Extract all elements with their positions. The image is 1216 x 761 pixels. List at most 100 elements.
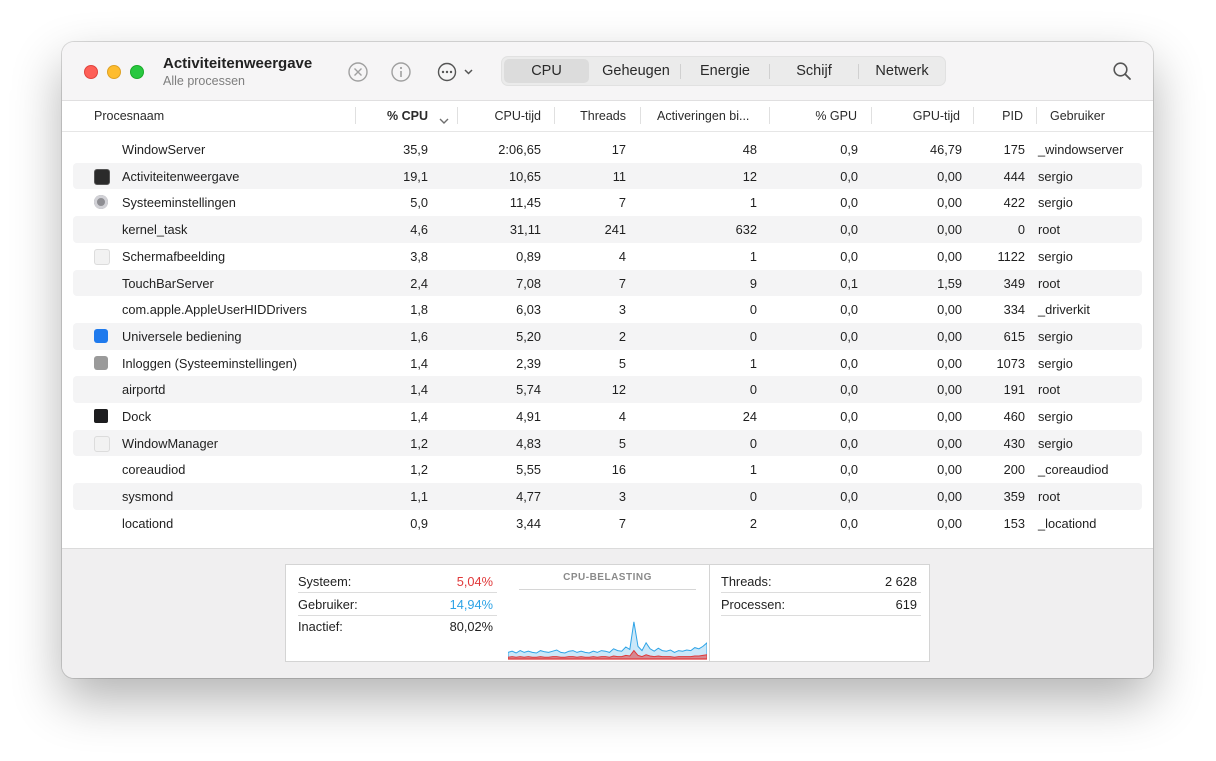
threads-value: 2 628 xyxy=(884,574,917,589)
column-header-pid[interactable]: PID xyxy=(1002,109,1023,123)
process-pid: 349 xyxy=(1003,275,1025,291)
process-user: sergio xyxy=(1038,168,1073,184)
cpu-load-graph xyxy=(508,621,707,660)
stop-process-button[interactable] xyxy=(347,61,369,83)
row-divider xyxy=(721,592,921,593)
table-row[interactable]: com.apple.AppleUserHIDDrivers 1,8 6,03 3 0 0,… xyxy=(73,296,1142,323)
column-header-user[interactable]: Gebruiker xyxy=(1050,109,1105,123)
accessibility-icon xyxy=(94,328,108,343)
process-pid: 615 xyxy=(1003,328,1025,344)
graph-divider xyxy=(519,589,696,590)
table-row[interactable]: WindowServer 35,9 2:06,65 17 48 0,9 46,79 175 _w… xyxy=(73,136,1142,163)
column-divider[interactable] xyxy=(640,107,641,124)
tab-geheugen[interactable]: Geheugen xyxy=(602,63,670,79)
process-gputime: 0,00 xyxy=(937,489,962,505)
table-row[interactable]: Universele bediening 1,6 5,20 2 0 0,0 0,00 615 s… xyxy=(73,322,1142,350)
search-button[interactable] xyxy=(1111,60,1133,82)
process-gpu: 0,0 xyxy=(840,355,858,371)
process-user: root xyxy=(1038,275,1061,291)
process-threads: 17 xyxy=(611,142,626,157)
sort-descending-icon[interactable] xyxy=(439,112,449,130)
process-wakeups: 1 xyxy=(749,248,757,264)
process-gputime: 0,00 xyxy=(937,462,962,478)
process-name: Activiteitenweergave xyxy=(122,168,240,184)
tab-schijf[interactable]: Schijf xyxy=(796,63,832,79)
process-pid: 444 xyxy=(1003,168,1025,184)
table-row[interactable]: Activiteitenweergave 19,1 10,65 11 12 0,0 0,00… xyxy=(73,162,1142,190)
process-threads: 3 xyxy=(618,489,626,505)
column-divider[interactable] xyxy=(871,107,872,124)
column-header-cpu-time[interactable]: CPU-tijd xyxy=(494,109,541,123)
process-pid: 0 xyxy=(1017,222,1025,238)
search-icon xyxy=(1111,62,1133,86)
generic-app-icon xyxy=(94,248,110,265)
column-divider[interactable] xyxy=(973,107,974,124)
tab-cpu[interactable]: CPU xyxy=(504,59,589,83)
process-pid: 334 xyxy=(1003,302,1025,318)
table-row[interactable]: WindowManager 1,2 4,83 5 0 0,0 0,00 430 sergio xyxy=(73,429,1142,457)
process-gputime: 0,00 xyxy=(937,222,962,238)
column-divider[interactable] xyxy=(457,107,458,124)
process-wakeups: 1 xyxy=(749,355,757,371)
process-cpu: 1,8 xyxy=(410,302,428,318)
table-row[interactable]: Dock 1,4 4,91 4 24 0,0 0,00 460 sergio xyxy=(73,403,1142,430)
system-settings-icon xyxy=(94,195,108,210)
process-gpu: 0,1 xyxy=(840,275,858,291)
process-cputime: 2:06,65 xyxy=(498,142,541,157)
column-divider[interactable] xyxy=(355,107,356,124)
process-user: _driverkit xyxy=(1038,302,1090,318)
table-row[interactable]: Inloggen (Systeeminstellingen) 1,4 2,39 5 1 0… xyxy=(73,350,1142,377)
process-user: root xyxy=(1038,222,1061,238)
column-header-gpu-time[interactable]: GPU-tijd xyxy=(912,109,960,123)
process-cputime: 5,55 xyxy=(516,462,541,478)
column-header-cpu[interactable]: % CPU xyxy=(387,109,428,123)
process-user: sergio xyxy=(1038,328,1073,344)
process-gputime: 0,00 xyxy=(937,328,962,344)
column-header-wakeups[interactable]: Activeringen bi... xyxy=(657,109,750,123)
toolbar: Activiteitenweergave Alle processen CPU … xyxy=(62,42,1153,101)
process-user: sergio xyxy=(1038,248,1073,264)
dock-icon xyxy=(94,409,108,423)
process-threads: 2 xyxy=(618,328,626,344)
system-value: 5,04% xyxy=(456,574,493,589)
row-divider xyxy=(298,615,497,616)
tab-energie[interactable]: Energie xyxy=(700,63,750,79)
processes-value: 619 xyxy=(895,597,917,612)
info-button[interactable] xyxy=(390,61,412,83)
process-wakeups: 12 xyxy=(742,168,757,184)
table-row[interactable]: TouchBarServer 2,4 7,08 7 9 0,1 1,59 349 root xyxy=(73,269,1142,297)
table-row[interactable]: sysmond 1,1 4,77 3 0 0,0 0,00 359 root xyxy=(73,483,1142,510)
more-options-button[interactable] xyxy=(436,61,476,83)
process-gpu: 0,9 xyxy=(840,142,858,157)
zoom-window-button[interactable] xyxy=(130,65,144,79)
process-gputime: 0,00 xyxy=(937,355,962,371)
table-header: Procesnaam % CPU CPU-tijd Threads Active… xyxy=(62,101,1153,132)
process-threads: 12 xyxy=(611,382,626,398)
process-gputime: 0,00 xyxy=(937,515,962,531)
close-window-button[interactable] xyxy=(84,65,98,79)
table-row[interactable]: coreaudiod 1,2 5,55 16 1 0,0 0,00 200 _coreaudio… xyxy=(73,456,1142,483)
column-divider[interactable] xyxy=(769,107,770,124)
column-header-gpu[interactable]: % GPU xyxy=(815,109,857,123)
table-row[interactable]: locationd 0,9 3,44 7 2 0,0 0,00 153 _locationd xyxy=(73,510,1142,537)
activity-monitor-icon xyxy=(94,168,110,185)
table-row[interactable]: Systeeminstellingen 5,0 11,45 7 1 0,0 0,00 422 s… xyxy=(73,189,1142,216)
column-header-name[interactable]: Procesnaam xyxy=(94,109,165,123)
app-subtitle[interactable]: Alle processen xyxy=(163,74,245,88)
table-row[interactable]: Schermafbeelding 3,8 0,89 4 1 0,0 0,00 1122 serg… xyxy=(73,243,1142,270)
table-row[interactable]: airportd 1,4 5,74 12 0 0,0 0,00 191 root xyxy=(73,376,1142,403)
column-divider[interactable] xyxy=(1036,107,1037,124)
process-gputime: 46,79 xyxy=(929,142,962,157)
process-user: root xyxy=(1038,382,1061,398)
column-divider[interactable] xyxy=(554,107,555,124)
table-row[interactable]: kernel_task 4,6 31,11 241 632 0,0 0,00 0 root xyxy=(73,216,1142,243)
process-gputime: 1,59 xyxy=(937,275,962,291)
process-gpu: 0,0 xyxy=(840,328,858,344)
threads-label: Threads: xyxy=(721,574,772,589)
process-pid: 1122 xyxy=(997,248,1025,264)
process-gpu: 0,0 xyxy=(840,302,858,318)
process-cputime: 5,74 xyxy=(516,382,541,398)
tab-netwerk[interactable]: Netwerk xyxy=(875,63,929,79)
minimize-window-button[interactable] xyxy=(107,65,121,79)
column-header-threads[interactable]: Threads xyxy=(580,109,626,123)
